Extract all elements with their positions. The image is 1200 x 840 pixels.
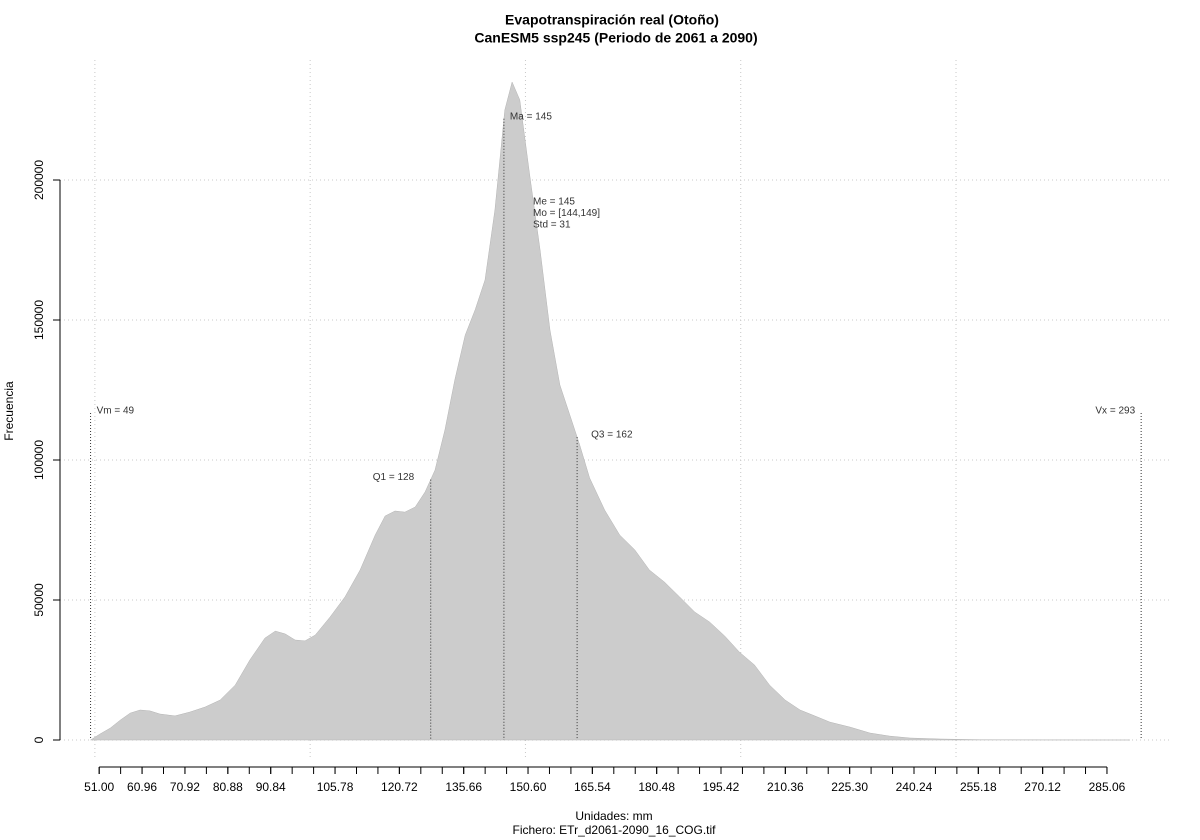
x-tick-label: 90.84 [256,780,286,794]
x-tick-label: 210.36 [767,780,804,794]
y-tick-label: 100000 [32,440,46,480]
x-tick-label: 255.18 [960,780,997,794]
summary-label: Mo = [144,149] [533,208,600,219]
x-axis-label: Unidades: mm [575,809,652,823]
stat-label: Ma = 145 [510,111,552,122]
summary-label: Me = 145 [533,197,575,208]
stat-label: Q1 = 128 [373,472,415,483]
x-tick-label: 195.42 [703,780,740,794]
x-tick-label: 165.54 [574,780,611,794]
x-tick-label: 105.78 [317,780,354,794]
x-tick-label: 150.60 [510,780,547,794]
stat-label: Vm = 49 [97,406,135,417]
caption: Fichero: ETr_d2061-2090_16_COG.tif [513,823,717,837]
x-tick-label: 180.48 [638,780,675,794]
y-tick-label: 200000 [32,160,46,200]
x-tick-label: 120.72 [381,780,418,794]
chart-subtitle: CanESM5 ssp245 (Periodo de 2061 a 2090) [474,30,757,46]
x-tick-label: 240.24 [896,780,933,794]
x-tick-label: 225.30 [831,780,868,794]
y-tick-label: 50000 [32,583,46,617]
x-tick-label: 285.06 [1089,780,1126,794]
stat-label: Vx = 293 [1095,406,1135,417]
y-tick-label: 0 [32,736,46,743]
x-tick-label: 70.92 [170,780,200,794]
x-tick-label: 270.12 [1024,780,1061,794]
y-tick-label: 150000 [32,300,46,340]
stat-label: Q3 = 162 [591,430,633,441]
density-area [89,81,1131,741]
chart-title: Evapotranspiración real (Otoño) [505,12,719,28]
x-tick-label: 51.00 [84,780,114,794]
x-tick-label: 135.66 [445,780,482,794]
summary-label: Std = 31 [533,220,571,231]
y-axis-label: Frecuencia [2,381,16,441]
x-tick-label: 80.88 [213,780,243,794]
x-tick-label: 60.96 [127,780,157,794]
